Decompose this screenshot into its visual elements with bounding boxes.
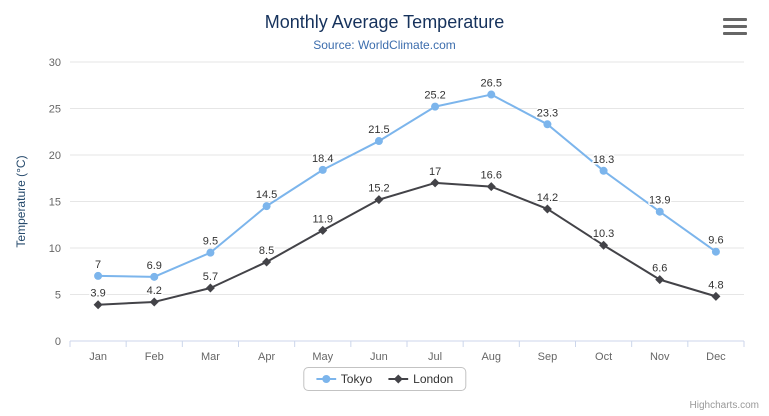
legend: Tokyo London (302, 367, 467, 391)
tokyo-data-label: 18.3 (593, 154, 614, 166)
legend-marker-london (388, 374, 409, 384)
y-axis-label: 30 (49, 57, 61, 69)
tokyo-point-marker[interactable] (655, 207, 664, 216)
london-point-marker[interactable] (711, 291, 721, 301)
london-point-marker[interactable] (542, 204, 552, 214)
tokyo-data-label: 9.5 (203, 236, 218, 248)
london-point-marker[interactable] (205, 283, 215, 293)
tokyo-point-marker[interactable] (543, 120, 552, 129)
london-point-marker[interactable] (599, 240, 609, 250)
x-axis-label: Jan (89, 351, 107, 363)
tokyo-point-marker[interactable] (318, 165, 327, 174)
y-axis-label: 5 (55, 290, 61, 302)
london-data-label: 15.2 (368, 183, 389, 195)
tokyo-data-label: 9.6 (708, 235, 723, 247)
london-data-label: 16.6 (481, 170, 502, 182)
x-axis-label: Sep (538, 351, 558, 363)
y-axis-label: 0 (55, 336, 61, 348)
export-menu-icon[interactable] (723, 18, 747, 35)
legend-item-london[interactable]: London (388, 372, 453, 386)
london-data-label: 4.2 (147, 285, 162, 297)
x-axis-label: Dec (706, 351, 726, 363)
tokyo-point-marker[interactable] (262, 202, 271, 211)
london-data-label: 8.5 (259, 245, 274, 257)
tokyo-data-label: 6.9 (147, 260, 162, 272)
london-point-marker[interactable] (149, 297, 159, 307)
y-axis-label: 15 (49, 197, 61, 209)
london-data-label: 11.9 (312, 213, 333, 225)
london-data-label: 14.2 (537, 192, 558, 204)
tokyo-point-marker[interactable] (206, 248, 215, 257)
tokyo-data-label: 14.5 (256, 189, 277, 201)
tokyo-data-label: 7 (95, 259, 101, 271)
x-axis-label: Oct (595, 351, 612, 363)
y-axis-label: 20 (49, 150, 61, 162)
london-data-label: 3.9 (90, 288, 105, 300)
tokyo-point-marker[interactable] (374, 137, 383, 146)
tokyo-data-label: 23.3 (537, 107, 558, 119)
tokyo-series-line (98, 93, 717, 278)
x-axis-label: May (312, 351, 333, 363)
legend-marker-tokyo (315, 375, 336, 383)
credits-link[interactable]: Highcharts.com (689, 400, 759, 411)
y-axis-label: 10 (49, 243, 61, 255)
tokyo-data-label: 21.5 (368, 124, 389, 136)
tokyo-point-marker[interactable] (431, 102, 440, 111)
chart-title: Monthly Average Temperature (264, 12, 505, 32)
x-axis-label: Nov (650, 351, 670, 363)
chart-subtitle: Source: WorldClimate.com (313, 38, 456, 52)
london-point-marker[interactable] (486, 182, 496, 192)
london-data-label: 4.8 (708, 279, 723, 291)
london-data-label: 17 (429, 166, 441, 178)
london-series-line (98, 181, 717, 306)
london-point-marker[interactable] (374, 195, 384, 205)
london-point-marker[interactable] (93, 300, 103, 310)
tokyo-data-label: 25.2 (424, 90, 445, 102)
london-point-marker[interactable] (318, 225, 328, 235)
x-axis-label: Mar (201, 351, 220, 363)
london-point-marker[interactable] (430, 178, 440, 188)
tokyo-point-marker[interactable] (599, 166, 608, 175)
x-axis-label: Aug (481, 351, 501, 363)
london-data-label: 5.7 (203, 271, 218, 283)
x-axis-label: Apr (258, 351, 275, 363)
y-axis-label: 25 (49, 104, 61, 116)
burger-line (723, 18, 747, 21)
tokyo-point-marker[interactable] (711, 247, 720, 256)
legend-item-tokyo[interactable]: Tokyo (315, 372, 373, 386)
london-data-label: 6.6 (652, 263, 667, 275)
legend-label-london: London (413, 372, 454, 386)
london-data-label: 10.3 (593, 228, 614, 240)
y-axis-title: Temperature (°C) (14, 155, 28, 247)
x-axis-label: Jun (370, 351, 388, 363)
legend-label-tokyo: Tokyo (340, 372, 373, 386)
london-point-marker[interactable] (262, 257, 272, 267)
london-point-marker[interactable] (655, 275, 665, 285)
burger-line (723, 25, 747, 28)
tokyo-data-label: 26.5 (481, 78, 502, 90)
tokyo-data-label: 13.9 (649, 195, 670, 207)
tokyo-point-marker[interactable] (94, 271, 103, 280)
burger-line (723, 32, 747, 35)
tokyo-point-marker[interactable] (150, 272, 159, 281)
tokyo-data-label: 18.4 (312, 153, 333, 165)
x-axis-label: Feb (145, 351, 164, 363)
x-axis-label: Jul (428, 351, 442, 363)
tokyo-point-marker[interactable] (487, 90, 496, 99)
